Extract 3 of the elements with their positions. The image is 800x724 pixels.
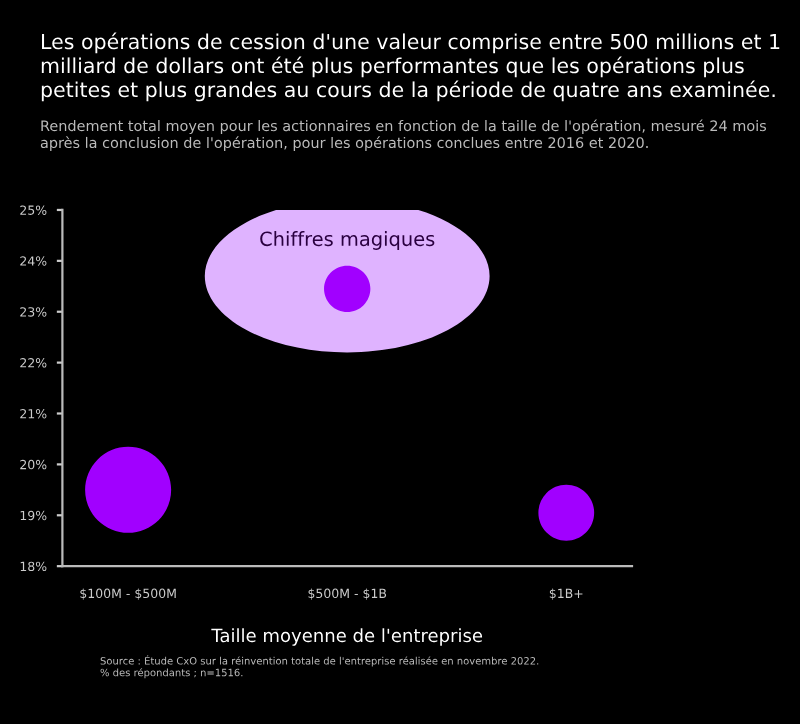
annotation: Chiffres magiques — [260, 231, 435, 250]
x-axis-title: Taille moyenne de l'entreprise — [211, 628, 483, 646]
chart-title: Les opérations de cession d'une valeur comprise entre 500 millions et 1 milliard de dollars ont été plus performantes que les opérations plus petites et plus grandes au cours de la période de quatre ans examinée. — [41, 32, 780, 102]
